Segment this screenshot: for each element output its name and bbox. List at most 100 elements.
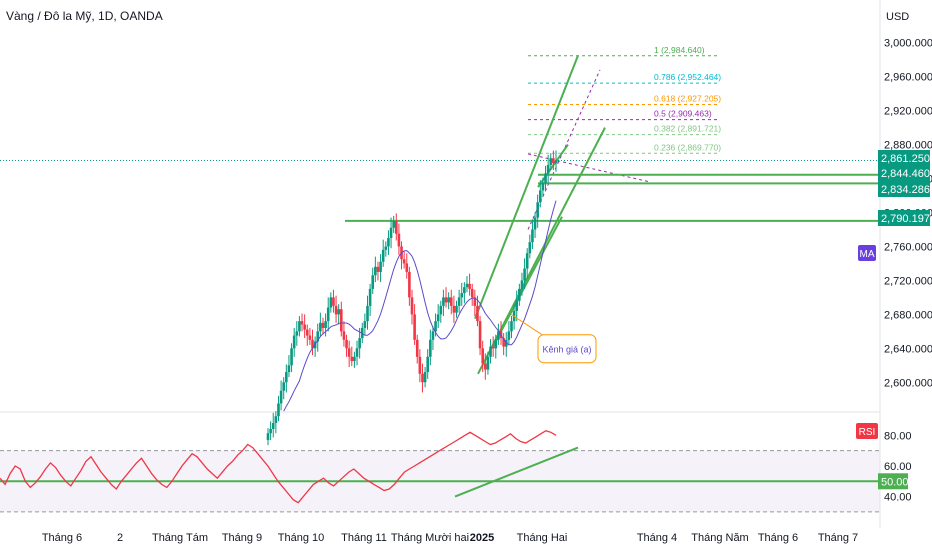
price-tick-label: 2,920.000: [884, 106, 932, 118]
candle-body: [353, 356, 356, 362]
candle-body: [546, 164, 550, 174]
candle-body: [287, 365, 291, 373]
candle-body: [544, 173, 547, 183]
price-badges: 2,861.250 2,844.460 2,834.286 2,790.197 MA RS…: [856, 150, 930, 490]
annotation-text: Kênh giá (a): [542, 345, 591, 355]
candle-body: [387, 237, 390, 247]
candle-body: [379, 261, 382, 272]
time-tick-label: Tháng 7: [818, 532, 858, 544]
candle-body: [481, 348, 484, 364]
annotation-box: [537, 334, 597, 364]
rsi-tick-label: 80.00: [884, 430, 912, 442]
candle-body: [408, 271, 411, 298]
price-tick-label: 2,720.000: [884, 275, 932, 287]
candle-body: [452, 305, 456, 313]
candle-body: [340, 309, 343, 332]
price-tick-label: 3,000.000: [884, 38, 932, 50]
candle-body: [476, 305, 479, 322]
fib-level-label: 0.236 (2,869.770): [654, 142, 721, 152]
candle-body: [394, 220, 398, 234]
time-tick-label: 2: [117, 532, 123, 544]
time-tick-label: Tháng 4: [637, 532, 677, 544]
horizontal-levels: [0, 160, 880, 222]
price-badge-label: 2,861.250: [881, 153, 930, 165]
candle-body: [337, 309, 340, 315]
time-tick-label: Tháng Mười hai: [391, 532, 469, 544]
candle-body: [541, 182, 545, 191]
candle-body: [329, 297, 333, 308]
fib-level-label: 0.786 (2,952.464): [654, 72, 721, 82]
candle-body: [305, 329, 309, 336]
fib-guide: [527, 69, 601, 230]
candle-body: [470, 288, 474, 298]
candle-body: [303, 324, 306, 330]
candle-body: [549, 158, 553, 165]
candle-body: [447, 297, 450, 303]
candle-body: [311, 339, 314, 349]
candle-body: [478, 321, 482, 349]
candle-body: [444, 297, 448, 303]
candle-body: [523, 268, 526, 281]
ma-tag: [858, 245, 876, 261]
price-badge: [878, 181, 930, 197]
candle-body: [457, 297, 461, 306]
candles: [266, 150, 558, 446]
candle-body: [342, 331, 346, 340]
rsi-level-badge: [878, 473, 908, 490]
rsi-level-badge-label: 50.00: [881, 476, 909, 488]
candle-body: [298, 321, 301, 332]
grid: [0, 0, 881, 528]
candle-body: [285, 372, 288, 383]
channel-line: [491, 216, 563, 349]
annotation: Kênh giá (a): [510, 313, 597, 364]
fib-level-label: 1 (2,984.640): [654, 45, 705, 55]
candle-body: [308, 335, 312, 340]
candle-body: [402, 259, 406, 264]
fib-level-label: 0.5 (2,909.463): [654, 109, 712, 119]
candle-body: [494, 339, 498, 349]
candle-body: [552, 158, 555, 164]
candle-body: [429, 339, 432, 357]
fib-level-label: 0.382 (2,891.721): [654, 124, 721, 134]
candle-body: [423, 372, 427, 383]
fib-level-label: 0.618 (2,927.205): [654, 94, 721, 104]
candle-body: [484, 363, 487, 370]
rsi-line: [0, 429, 579, 504]
candle-body: [405, 263, 409, 272]
price-badge-label: 2,834.286: [881, 184, 930, 196]
candle-body: [355, 348, 359, 357]
candle-body: [528, 242, 532, 254]
candle-body: [374, 266, 377, 276]
candle-body: [507, 331, 511, 340]
price-tick-label: 2,640.000: [884, 343, 932, 355]
candle-body: [554, 160, 558, 164]
candle-body: [326, 307, 330, 322]
rsi-tag: [856, 423, 878, 439]
candle-body: [389, 227, 393, 238]
time-tick-label: Tháng 11: [341, 532, 387, 544]
candle-body: [363, 321, 367, 328]
candle-body: [486, 356, 490, 370]
channel-line: [474, 55, 579, 319]
candle-body: [324, 321, 327, 328]
price-badge: [878, 210, 930, 226]
candle-body: [489, 346, 492, 357]
fibonacci-levels: 1 (2,984.640) 0.786 (2,952.464) 0.618 (2,9…: [527, 45, 721, 230]
candle-body: [473, 297, 477, 306]
candle-body: [350, 356, 354, 362]
price-tick-label: 2,880.000: [884, 140, 932, 152]
candle-body: [421, 373, 424, 383]
candle-body: [497, 331, 500, 340]
candle-body: [531, 229, 534, 243]
candle-body: [538, 190, 542, 203]
candle-body: [271, 423, 275, 429]
price-tick-label: 2,600.000: [884, 377, 932, 389]
candle-body: [520, 280, 524, 289]
candle-body: [384, 246, 388, 250]
time-tick-label: Tháng 6: [42, 532, 82, 544]
candle-body: [515, 300, 519, 311]
candle-body: [465, 283, 469, 288]
candle-body: [321, 322, 325, 328]
